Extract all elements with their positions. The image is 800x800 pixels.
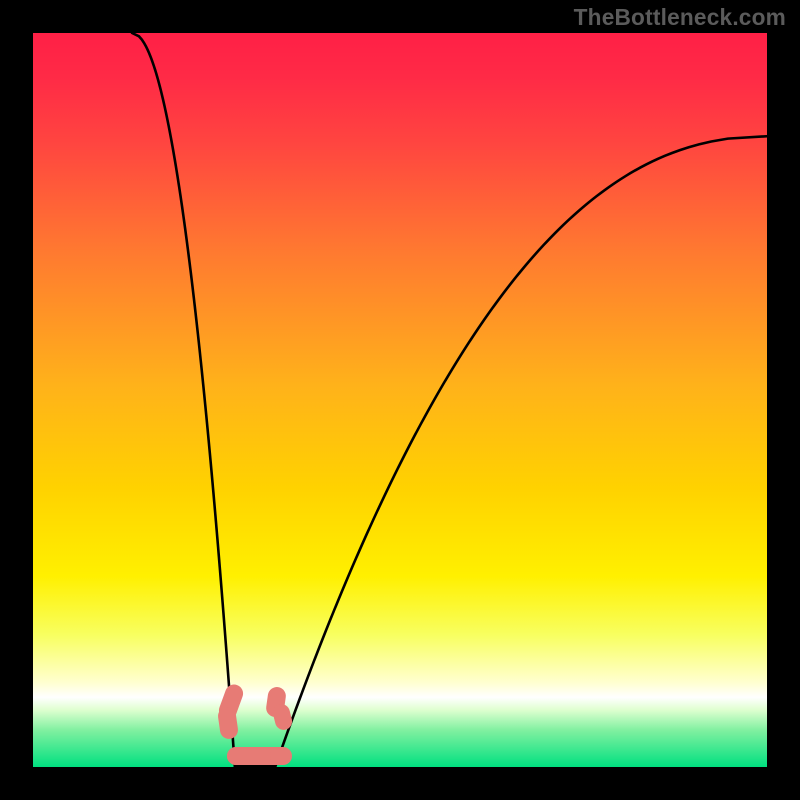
bottleneck-curves bbox=[33, 33, 767, 767]
plot-area bbox=[33, 33, 767, 767]
attribution-label: TheBottleneck.com bbox=[574, 4, 786, 31]
marker bbox=[270, 747, 292, 765]
